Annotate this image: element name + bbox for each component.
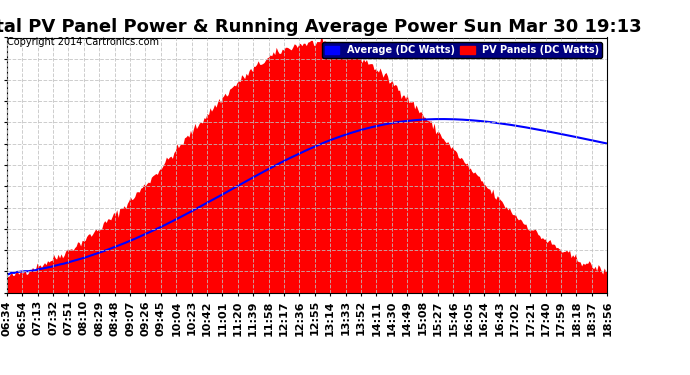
Text: Copyright 2014 Cartronics.com: Copyright 2014 Cartronics.com	[7, 37, 159, 47]
Legend: Average (DC Watts), PV Panels (DC Watts): Average (DC Watts), PV Panels (DC Watts)	[322, 42, 602, 58]
Title: Total PV Panel Power & Running Average Power Sun Mar 30 19:13: Total PV Panel Power & Running Average P…	[0, 18, 642, 36]
